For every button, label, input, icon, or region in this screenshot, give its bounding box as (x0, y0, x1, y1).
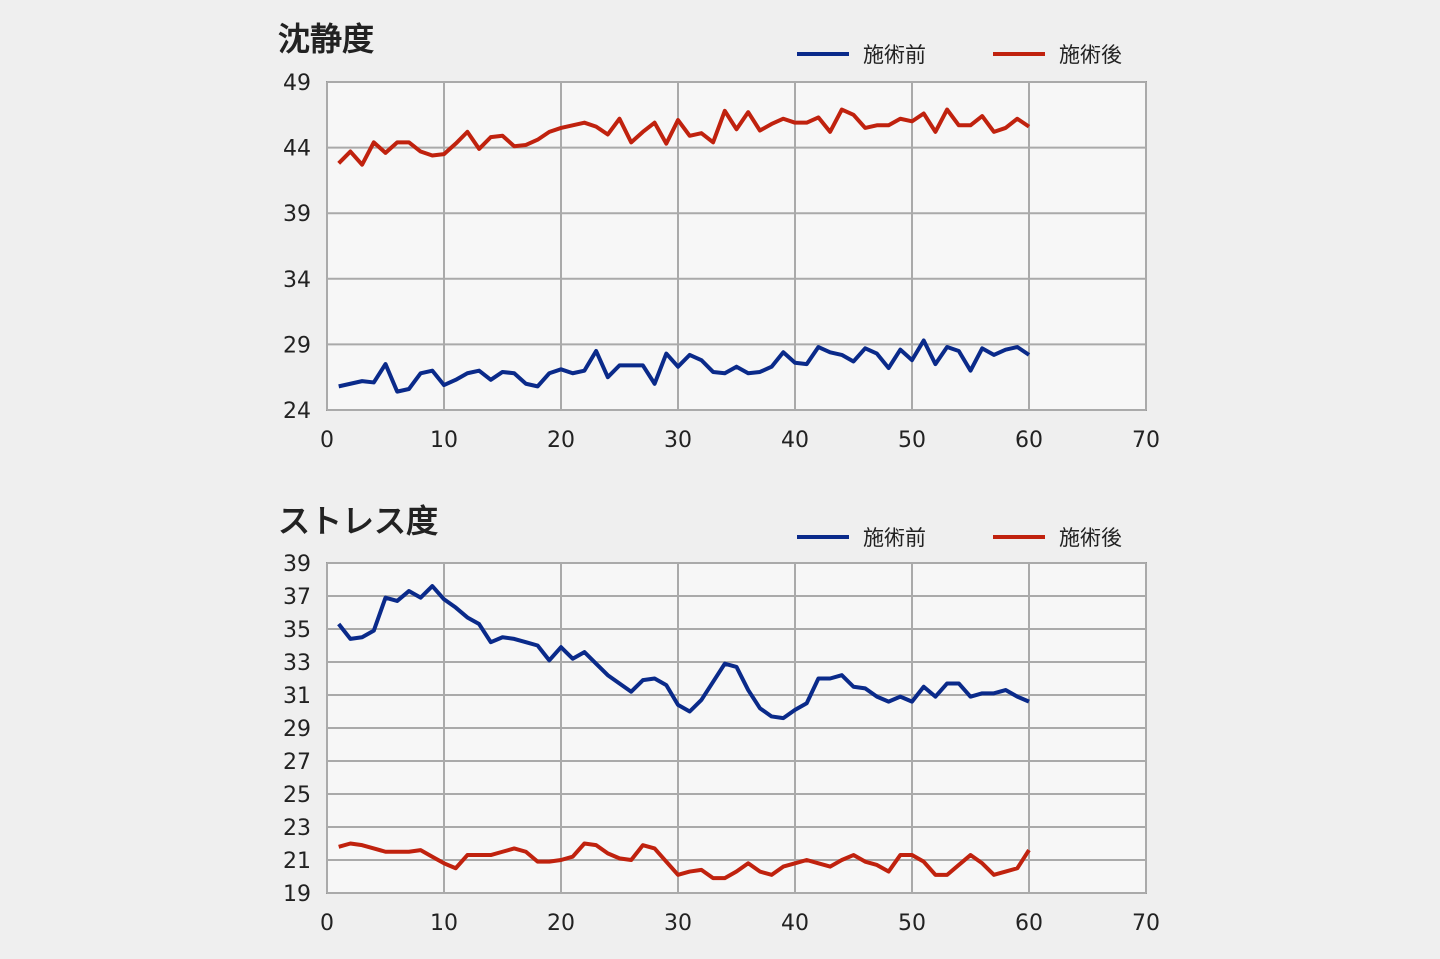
y-tick-label: 31 (283, 684, 311, 709)
y-tick-label: 21 (283, 849, 311, 874)
x-tick-label: 70 (1132, 911, 1160, 936)
y-tick-label: 37 (283, 585, 311, 610)
y-tick-label: 33 (283, 651, 311, 676)
x-tick-label: 0 (320, 911, 334, 936)
x-tick-label: 60 (1015, 428, 1043, 453)
x-tick-label: 20 (547, 428, 575, 453)
x-tick-label: 40 (781, 428, 809, 453)
y-tick-label: 25 (283, 783, 311, 808)
y-tick-label: 35 (283, 618, 311, 643)
y-tick-label: 24 (283, 399, 311, 424)
legend-label: 施術前 (863, 526, 926, 550)
x-tick-label: 30 (664, 911, 692, 936)
x-tick-label: 10 (430, 911, 458, 936)
chart-title: ストレス度 (278, 502, 438, 540)
x-tick-label: 20 (547, 911, 575, 936)
x-tick-label: 50 (898, 428, 926, 453)
legend-label: 施術後 (1059, 43, 1122, 67)
y-tick-label: 19 (283, 882, 311, 907)
chart-title: 沈静度 (278, 20, 374, 58)
x-tick-label: 70 (1132, 428, 1160, 453)
x-tick-label: 10 (430, 428, 458, 453)
y-tick-label: 27 (283, 750, 311, 775)
x-tick-label: 40 (781, 911, 809, 936)
legend-label: 施術前 (863, 43, 926, 67)
series-line-1 (338, 841, 1031, 881)
y-tick-label: 23 (283, 816, 311, 841)
y-tick-label: 34 (283, 268, 311, 293)
y-tick-label: 49 (283, 71, 311, 96)
y-tick-label: 29 (283, 333, 311, 358)
y-tick-label: 29 (283, 717, 311, 742)
series-line-0 (337, 584, 1030, 721)
y-tick-label: 39 (283, 552, 311, 577)
x-tick-label: 50 (898, 911, 926, 936)
x-tick-label: 0 (320, 428, 334, 453)
x-tick-label: 30 (664, 428, 692, 453)
x-tick-label: 60 (1015, 911, 1043, 936)
y-tick-label: 44 (283, 137, 311, 162)
y-tick-label: 39 (283, 202, 311, 227)
legend-label: 施術後 (1059, 526, 1122, 550)
chart-panel-1: 19 21 23 25 27 29 31 33 35 37 39 0 10 20 30 40 50 60 70 施術前… (278, 502, 1160, 936)
chart-panel-0: 24 29 34 39 44 49 0 10 20 30 40 50 60 70 施術前 施術後 沈静度 (278, 20, 1160, 453)
series-line-1 (337, 107, 1031, 167)
series-line-0 (338, 338, 1031, 394)
